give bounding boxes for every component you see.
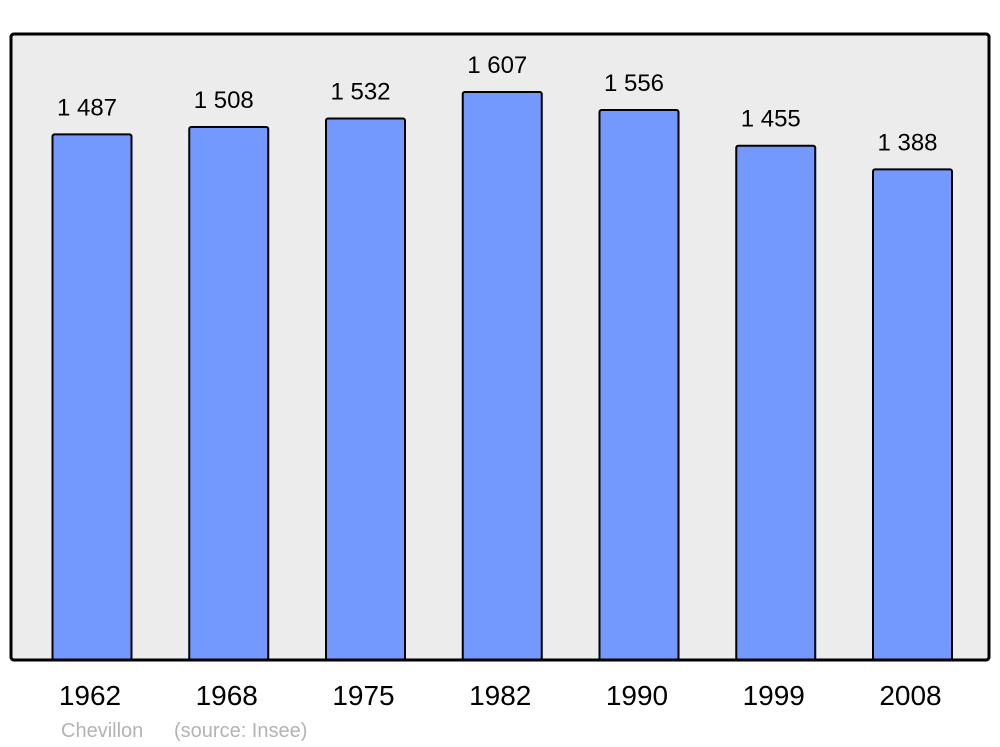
value-label-1990: 1 556 — [604, 70, 664, 97]
bar-1982 — [461, 90, 543, 662]
bar-1990 — [598, 108, 680, 662]
x-tick-label-1962: 1962 — [59, 680, 121, 711]
plot-frame — [9, 32, 991, 662]
value-label-1962: 1 487 — [57, 94, 117, 121]
footer-place: Chevillon — [61, 720, 143, 742]
x-tick-label-2008: 2008 — [879, 680, 941, 711]
value-label-1982: 1 607 — [467, 52, 527, 79]
x-tick-label-1982: 1982 — [469, 680, 531, 711]
bar-1999 — [735, 144, 817, 662]
value-label-1999: 1 455 — [741, 106, 801, 133]
value-label-1968: 1 508 — [194, 87, 254, 114]
bar-1968 — [188, 125, 270, 661]
x-tick-label-1975: 1975 — [332, 680, 394, 711]
bar-1975 — [325, 117, 406, 661]
bar-2008 — [872, 168, 953, 661]
bar-1962 — [51, 133, 133, 661]
x-tick-label-1968: 1968 — [196, 680, 258, 711]
value-label-1975: 1 532 — [330, 78, 390, 105]
value-label-2008: 1 388 — [877, 129, 937, 156]
x-tick-label-1999: 1999 — [743, 680, 805, 711]
x-tick-label-1990: 1990 — [606, 680, 668, 711]
footer-source: (source: Insee) — [174, 720, 307, 742]
